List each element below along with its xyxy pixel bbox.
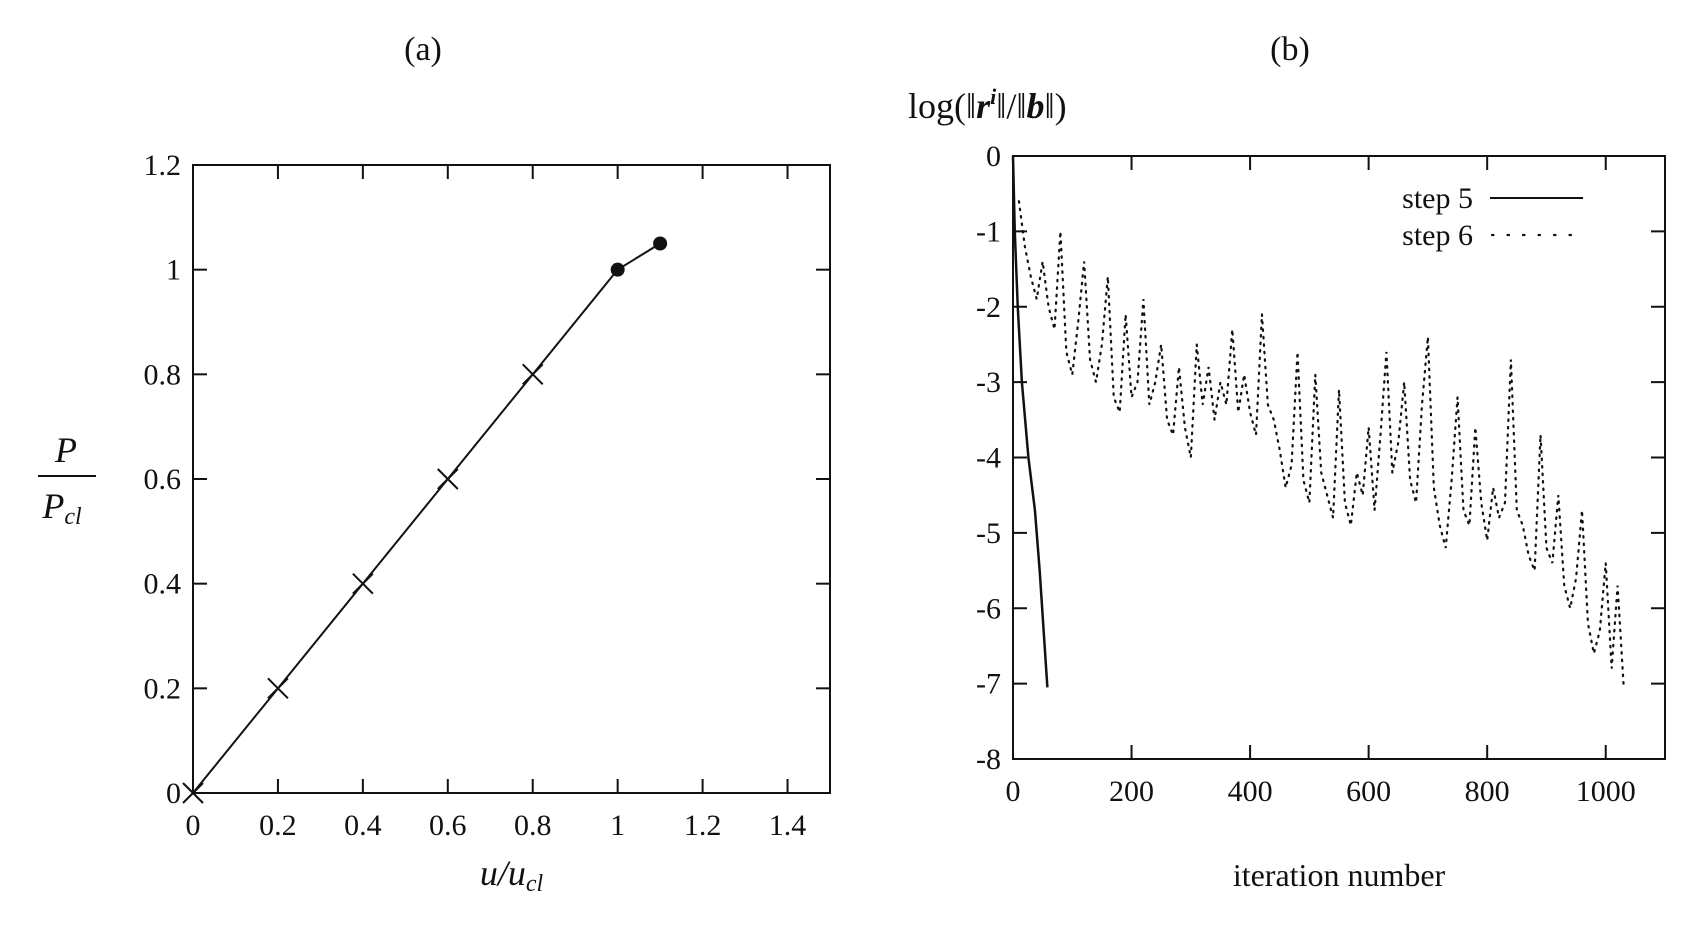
x-tick-label: 1.4: [769, 809, 807, 842]
y-label-numerator: P: [54, 430, 77, 470]
cross-stroke: [437, 468, 459, 490]
cross-stroke: [267, 677, 289, 700]
series-step-6: [1017, 200, 1625, 685]
y-tick-label: -5: [976, 517, 1001, 550]
label-part: b: [1026, 86, 1044, 126]
y-tick-label: 0: [166, 777, 181, 810]
dot-marker: [653, 236, 668, 251]
plot-frame: [1012, 155, 1666, 760]
x-tick-label: 1.2: [684, 809, 722, 842]
label-part: ‖): [1044, 86, 1066, 126]
x-tick-label: 0.4: [344, 809, 382, 842]
series-step-5: [1011, 155, 1049, 688]
cross-marker: [522, 363, 544, 386]
label-part: ‖/‖: [996, 86, 1026, 126]
chart-panel-b: (b) 0 200 400 600 800 1000 0 -1 -2 -3 -4 -5 -6 -7 -8 ite…: [908, 31, 1666, 893]
plot-frame: [192, 164, 831, 794]
x-tick-label: 200: [1109, 775, 1154, 808]
label-part: cl: [526, 871, 544, 897]
label-part: log(‖: [908, 86, 976, 126]
y-tick-label: -6: [976, 592, 1001, 625]
y-tick-label: -3: [976, 366, 1001, 399]
y-tick-label: 0.6: [144, 463, 182, 496]
label-part: r: [976, 86, 991, 126]
legend: step 5 step 6: [1402, 182, 1585, 252]
y-tick-label: 1.2: [144, 149, 182, 182]
label-part: u/u: [480, 853, 526, 893]
label-part: cl: [64, 504, 82, 530]
x-axis-label: iteration number: [1233, 857, 1446, 893]
cross-marker: [267, 677, 289, 700]
label-part: P: [41, 486, 64, 526]
cross-stroke: [352, 572, 374, 595]
y-tick-label: 1: [166, 254, 181, 287]
x-tick-label: 0.8: [514, 809, 552, 842]
y-tick-label: -1: [976, 215, 1001, 248]
series-line: [192, 242, 661, 794]
x-tick-label: 800: [1465, 775, 1510, 808]
chart-panel-a: (a) 0 0.2 0.4 0.6 0.8 1 1.2 1.4 0 0.2 0.4 0.6 0.8 1 1.2…: [38, 31, 831, 897]
panel-label: (a): [404, 31, 442, 68]
dot-marker: [610, 262, 625, 277]
cross-marker: [437, 468, 459, 490]
x-tick-label: 400: [1228, 775, 1273, 808]
legend-label-step-6: step 6: [1402, 219, 1473, 252]
x-tick-label: 1000: [1576, 775, 1636, 808]
panel-label: (b): [1270, 31, 1310, 68]
y-tick-label: -7: [976, 668, 1001, 701]
y-tick-label: -2: [976, 291, 1001, 324]
y-axis-label: log(‖ri‖/‖b‖): [908, 84, 1067, 126]
y-label-denominator: Pcl: [41, 486, 82, 530]
cross-stroke: [522, 363, 544, 386]
label-part: i: [990, 84, 997, 109]
cross-stroke: [182, 782, 204, 804]
x-tick-label: 0: [1006, 775, 1021, 808]
x-tick-label: 0: [186, 809, 201, 842]
y-tick-label: 0.8: [144, 358, 182, 391]
x-tick-label: 600: [1346, 775, 1391, 808]
x-tick-label: 1: [610, 809, 625, 842]
y-tick-label: -4: [976, 442, 1001, 475]
y-tick-label: 0.4: [144, 568, 182, 601]
cross-marker: [182, 782, 204, 804]
y-tick-label: 0.2: [144, 672, 182, 705]
x-axis-label: u/ucl: [480, 853, 544, 897]
x-tick-label: 0.6: [429, 809, 467, 842]
y-tick-label: -8: [976, 743, 1001, 776]
cross-marker: [352, 572, 374, 595]
x-tick-label: 0.2: [259, 809, 297, 842]
y-tick-label: 0: [986, 140, 1001, 173]
legend-label-step-5: step 5: [1402, 182, 1473, 215]
